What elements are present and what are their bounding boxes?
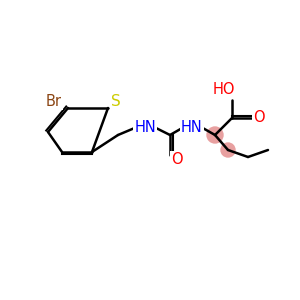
Circle shape xyxy=(221,143,235,157)
Text: O: O xyxy=(171,152,183,167)
Text: HN: HN xyxy=(134,119,156,134)
Text: HN: HN xyxy=(181,119,203,134)
Circle shape xyxy=(207,127,223,143)
Text: O: O xyxy=(253,110,265,124)
Text: S: S xyxy=(111,94,121,110)
Text: HO: HO xyxy=(213,82,235,98)
Text: Br: Br xyxy=(46,94,62,109)
